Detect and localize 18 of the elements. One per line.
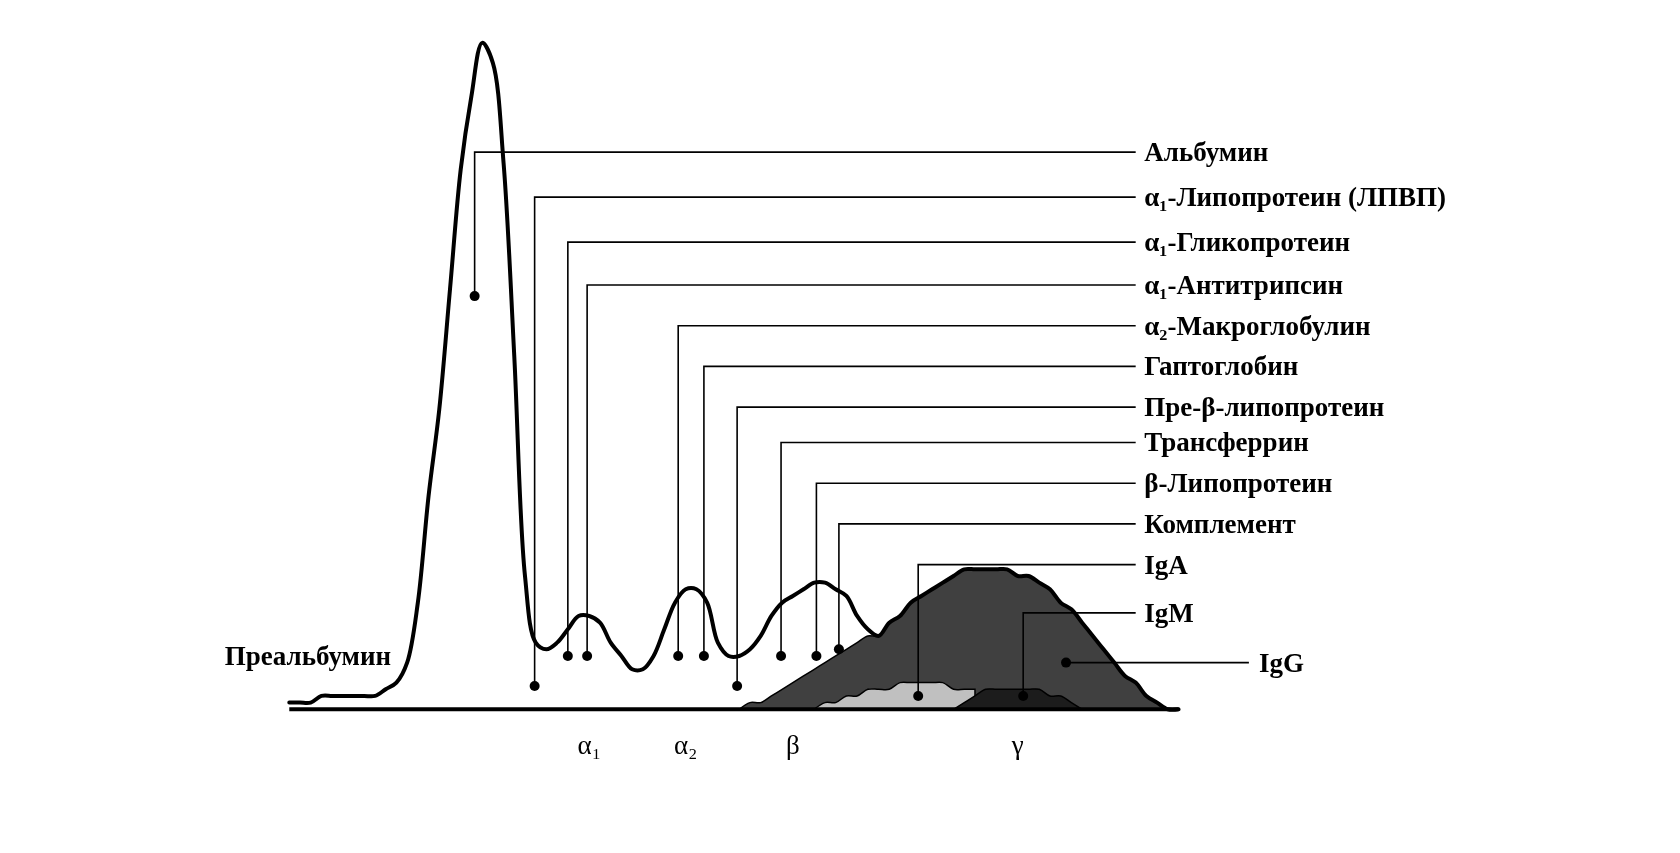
annotation: α₁-Антитрипсин (1144, 269, 1344, 300)
text: IgG (1258, 647, 1304, 678)
x-tick-label: γ (1010, 730, 1024, 761)
annotation: Альбумин (1144, 137, 1269, 168)
text: IgA (1144, 549, 1189, 580)
x-tick-label: α₁ (577, 730, 602, 761)
x-tick-label: α₂ (673, 730, 698, 761)
annotation: Преальбумин (224, 640, 392, 671)
annotation: β-Липопротеин (1144, 468, 1333, 499)
annotation: α₂-Макроглобулин (1144, 310, 1371, 341)
text: IgM (1144, 597, 1194, 628)
x-tick-label: β (785, 730, 800, 761)
annotation: Пре-β-липопротеин (1144, 392, 1385, 423)
annotation: Комплемент (1144, 508, 1296, 539)
annotation: α₁-Липопротеин (ЛПВП) (1144, 182, 1447, 213)
annotation: Гаптоглобин (1144, 351, 1299, 382)
annotation: α₁-Гликопротеин (1144, 227, 1351, 258)
annotation: Трансферрин (1144, 427, 1309, 458)
